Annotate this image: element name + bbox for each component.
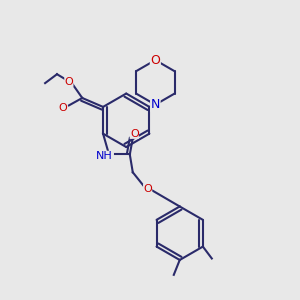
Text: O: O (58, 103, 68, 113)
Text: O: O (64, 76, 73, 87)
Text: O: O (150, 54, 160, 67)
Text: NH: NH (96, 151, 113, 161)
Text: O: O (143, 184, 152, 194)
Text: O: O (130, 129, 139, 139)
Text: N: N (151, 98, 160, 111)
